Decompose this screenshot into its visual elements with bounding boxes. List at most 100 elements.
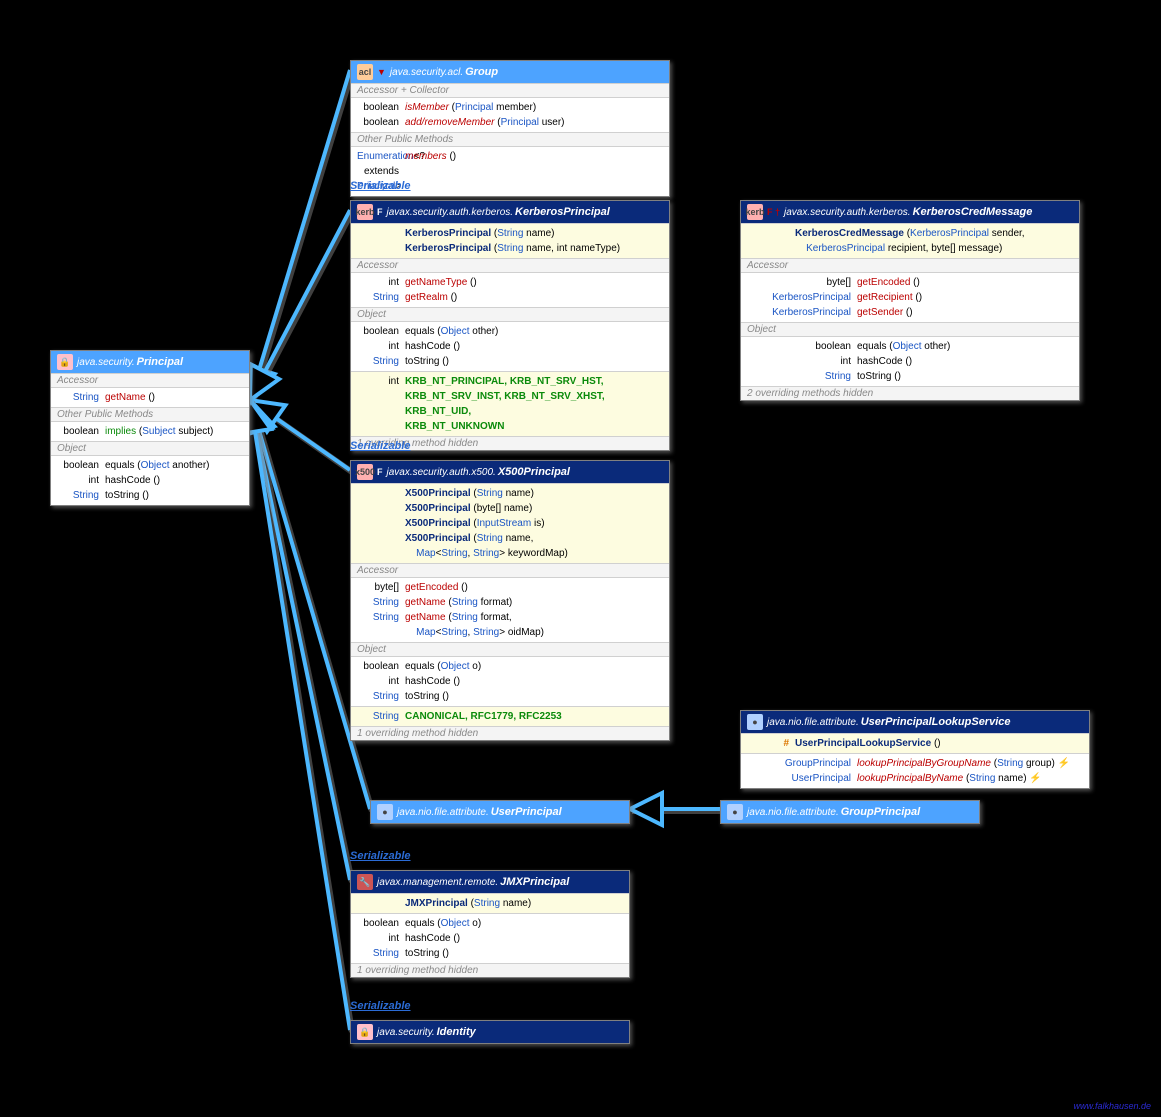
member-signature: implies (Subject subject) — [105, 424, 243, 439]
class-icon: acl — [357, 64, 373, 80]
member-row: X500Principal (String name) — [357, 486, 663, 501]
member-signature: KerberosCredMessage (KerberosPrincipal s… — [795, 226, 1073, 256]
section-label: Other Public Methods — [351, 132, 669, 146]
member-signature: hashCode () — [857, 354, 1073, 369]
member-signature: getRealm () — [405, 290, 663, 305]
return-type: byte[] — [357, 580, 405, 595]
member-row: StringtoString () — [747, 369, 1073, 384]
classbox-header: 🔒java.security.Identity — [351, 1021, 629, 1043]
section-body: booleanequals (Object other)inthashCode … — [351, 321, 669, 371]
serializable-label: Serializable — [350, 440, 411, 452]
class-package: java.security.acl. — [390, 67, 463, 78]
serializable-label: Serializable — [350, 850, 411, 862]
return-type: String — [57, 390, 105, 405]
return-type: String — [57, 488, 105, 503]
section-label: Object — [351, 642, 669, 656]
member-row: byte[]getEncoded () — [747, 275, 1073, 290]
section-body: intgetNameType ()StringgetRealm () — [351, 272, 669, 307]
section-body: booleanimplies (Subject subject) — [51, 421, 249, 441]
return-type: String — [357, 290, 405, 305]
member-row: inthashCode () — [357, 674, 663, 689]
classbox-group[interactable]: acl▼java.security.acl.GroupAccessor + Co… — [350, 60, 670, 197]
return-type: boolean — [357, 324, 405, 339]
section-body: booleanequals (Object another)inthashCod… — [51, 455, 249, 505]
member-signature: getSender () — [857, 305, 1073, 320]
classbox-jmxPrincipal[interactable]: 🔧javax.management.remote.JMXPrincipalJMX… — [350, 870, 630, 978]
class-package: java.nio.file.attribute. — [747, 807, 839, 818]
section-label: Object — [741, 322, 1079, 336]
member-signature: lookupPrincipalByGroupName (String group… — [857, 756, 1083, 771]
classbox-identity[interactable]: 🔒java.security.Identity — [350, 1020, 630, 1044]
member-signature: getEncoded () — [405, 580, 663, 595]
class-package: javax.security.auth.x500. — [387, 467, 496, 478]
member-row: inthashCode () — [747, 354, 1073, 369]
member-signature: getNameType () — [405, 275, 663, 290]
return-type: int — [357, 374, 405, 389]
member-row: StringCANONICAL, RFC1779, RFC2253 — [357, 709, 663, 724]
member-row: inthashCode () — [357, 339, 663, 354]
section-body: GroupPrincipallookupPrincipalByGroupName… — [741, 753, 1089, 788]
classbox-header: kerbFjavax.security.auth.kerberos.Kerber… — [351, 201, 669, 223]
member-signature: CANONICAL, RFC1779, RFC2253 — [405, 709, 663, 724]
member-row: booleanisMember (Principal member) — [357, 100, 663, 115]
classbox-userPrincipalLookup[interactable]: ●java.nio.file.attribute.UserPrincipalLo… — [740, 710, 1090, 789]
member-signature: equals (Object another) — [105, 458, 243, 473]
member-signature: equals (Object other) — [857, 339, 1073, 354]
class-package: javax.security.auth.kerberos. — [387, 207, 514, 218]
member-row: StringtoString () — [57, 488, 243, 503]
member-row: X500Principal (InputStream is) — [357, 516, 663, 531]
classbox-kerberosPrincipal[interactable]: kerbFjavax.security.auth.kerberos.Kerber… — [350, 200, 670, 451]
return-type: boolean — [57, 424, 105, 439]
section-body: #UserPrincipalLookupService () — [741, 733, 1089, 753]
section-body: booleanequals (Object o)inthashCode ()St… — [351, 913, 629, 963]
member-signature: getName (String format, Map<String, Stri… — [405, 610, 663, 640]
class-package: java.security. — [77, 357, 135, 368]
class-marker: F † — [767, 207, 780, 217]
member-row: intgetNameType () — [357, 275, 663, 290]
classbox-kerberosCredMessage[interactable]: kerbF †javax.security.auth.kerberos.Kerb… — [740, 200, 1080, 401]
member-signature: X500Principal (String name, Map<String, … — [405, 531, 663, 561]
class-package: javax.management.remote. — [377, 877, 498, 888]
member-signature: toString () — [405, 946, 623, 961]
member-row: X500Principal (String name, Map<String, … — [357, 531, 663, 561]
class-package: java.security. — [377, 1027, 435, 1038]
member-row: StringgetName () — [57, 390, 243, 405]
return-type: int — [357, 674, 405, 689]
classbox-principal[interactable]: 🔒java.security.PrincipalAccessorStringge… — [50, 350, 250, 506]
return-type: boolean — [747, 339, 857, 354]
return-type: String — [357, 595, 405, 610]
member-row: #UserPrincipalLookupService () — [747, 736, 1083, 751]
classbox-groupPrincipal[interactable]: ●java.nio.file.attribute.GroupPrincipal — [720, 800, 980, 824]
member-row: StringtoString () — [357, 354, 663, 369]
classbox-header: x500Fjavax.security.auth.x500.X500Princi… — [351, 461, 669, 483]
member-row: inthashCode () — [357, 931, 623, 946]
section-body: booleanisMember (Principal member)boolea… — [351, 97, 669, 132]
class-marker: F — [377, 467, 383, 477]
class-name: KerberosPrincipal — [515, 206, 610, 218]
section-body: booleanequals (Object other)inthashCode … — [741, 336, 1079, 386]
return-type: KerberosPrincipal — [747, 290, 857, 305]
member-signature: hashCode () — [405, 931, 623, 946]
return-type: boolean — [357, 916, 405, 931]
member-row: GroupPrincipallookupPrincipalByGroupName… — [747, 756, 1083, 771]
return-type: String — [357, 709, 405, 724]
section-body: StringgetName () — [51, 387, 249, 407]
member-signature: hashCode () — [105, 473, 243, 488]
member-signature: toString () — [405, 689, 663, 704]
classbox-x500Principal[interactable]: x500Fjavax.security.auth.x500.X500Princi… — [350, 460, 670, 741]
classbox-header: kerbF †javax.security.auth.kerberos.Kerb… — [741, 201, 1079, 223]
section-label: Accessor — [741, 258, 1079, 272]
member-signature: X500Principal (byte[] name) — [405, 501, 663, 516]
classbox-header: ●java.nio.file.attribute.UserPrincipal — [371, 801, 629, 823]
member-row: booleanequals (Object another) — [57, 458, 243, 473]
member-signature: hashCode () — [405, 339, 663, 354]
return-type: # — [747, 736, 795, 751]
classbox-footer: 2 overriding methods hidden — [741, 386, 1079, 400]
class-name: X500Principal — [498, 466, 570, 478]
return-type: boolean — [357, 100, 405, 115]
classbox-footer: 1 overriding method hidden — [351, 726, 669, 740]
class-name: GroupPrincipal — [841, 806, 920, 818]
member-row: booleanadd/removeMember (Principal user) — [357, 115, 663, 130]
classbox-userPrincipal[interactable]: ●java.nio.file.attribute.UserPrincipal — [370, 800, 630, 824]
return-type: String — [357, 689, 405, 704]
